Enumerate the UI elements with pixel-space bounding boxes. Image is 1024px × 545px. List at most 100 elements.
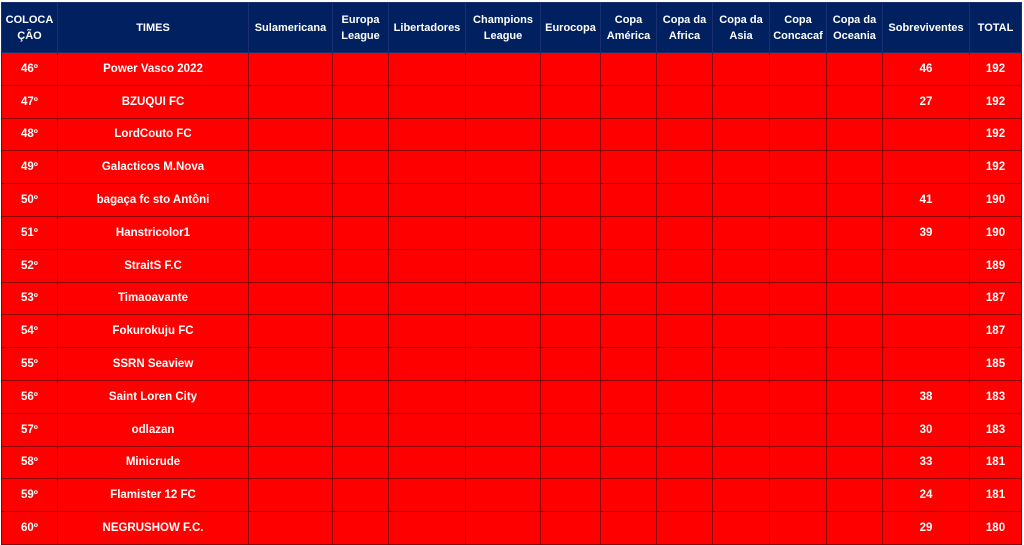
cell[interactable] (656, 117, 713, 152)
cell[interactable] (388, 52, 466, 86)
cell[interactable] (826, 183, 883, 217)
cell[interactable] (332, 183, 389, 217)
cell[interactable] (712, 511, 770, 545)
position-cell[interactable]: 54º (1, 314, 58, 349)
cell[interactable] (540, 117, 601, 152)
cell[interactable] (769, 150, 827, 185)
cell[interactable] (826, 52, 883, 86)
cell[interactable] (388, 445, 466, 480)
total-cell[interactable]: 187 (969, 314, 1022, 349)
cell[interactable] (712, 281, 770, 316)
column-header[interactable]: Copa da Africa (656, 2, 713, 53)
cell[interactable] (712, 412, 770, 447)
cell[interactable] (465, 150, 541, 185)
cell[interactable] (600, 445, 657, 480)
column-header[interactable]: Copa da Oceania (826, 2, 883, 53)
cell[interactable] (388, 347, 466, 381)
cell[interactable] (388, 150, 466, 185)
cell[interactable] (769, 183, 827, 217)
column-header[interactable]: Libertadores (388, 2, 466, 53)
cell[interactable] (656, 215, 713, 250)
cell[interactable] (712, 215, 770, 250)
cell[interactable] (540, 511, 601, 545)
team-cell[interactable]: Flamister 12 FC (57, 478, 249, 513)
cell[interactable] (332, 150, 389, 185)
team-cell[interactable]: BZUQUI FC (57, 84, 249, 119)
position-cell[interactable]: 56º (1, 379, 58, 414)
cell[interactable] (769, 412, 827, 447)
sobreviventes-cell[interactable]: 30 (882, 412, 970, 447)
cell[interactable] (769, 347, 827, 381)
sobreviventes-cell[interactable] (882, 281, 970, 316)
cell[interactable] (332, 478, 389, 513)
cell[interactable] (540, 215, 601, 250)
position-cell[interactable]: 50º (1, 183, 58, 217)
total-cell[interactable]: 187 (969, 281, 1022, 316)
position-cell[interactable]: 60º (1, 511, 58, 545)
cell[interactable] (769, 84, 827, 119)
cell[interactable] (540, 347, 601, 381)
cell[interactable] (600, 52, 657, 86)
cell[interactable] (600, 215, 657, 250)
sobreviventes-cell[interactable] (882, 314, 970, 349)
cell[interactable] (826, 117, 883, 152)
cell[interactable] (332, 52, 389, 86)
cell[interactable] (465, 248, 541, 283)
cell[interactable] (388, 379, 466, 414)
cell[interactable] (600, 183, 657, 217)
cell[interactable] (465, 347, 541, 381)
cell[interactable] (332, 84, 389, 119)
cell[interactable] (540, 281, 601, 316)
cell[interactable] (600, 347, 657, 381)
cell[interactable] (248, 445, 333, 480)
cell[interactable] (465, 84, 541, 119)
cell[interactable] (465, 117, 541, 152)
cell[interactable] (656, 478, 713, 513)
team-cell[interactable]: Timaoavante (57, 281, 249, 316)
cell[interactable] (600, 314, 657, 349)
total-cell[interactable]: 181 (969, 445, 1022, 480)
cell[interactable] (388, 478, 466, 513)
cell[interactable] (332, 215, 389, 250)
position-cell[interactable]: 47º (1, 84, 58, 119)
cell[interactable] (248, 511, 333, 545)
total-cell[interactable]: 190 (969, 215, 1022, 250)
cell[interactable] (826, 445, 883, 480)
cell[interactable] (826, 511, 883, 545)
total-cell[interactable]: 183 (969, 379, 1022, 414)
cell[interactable] (388, 215, 466, 250)
cell[interactable] (388, 183, 466, 217)
cell[interactable] (769, 52, 827, 86)
cell[interactable] (465, 379, 541, 414)
cell[interactable] (465, 183, 541, 217)
cell[interactable] (600, 478, 657, 513)
cell[interactable] (600, 281, 657, 316)
cell[interactable] (540, 248, 601, 283)
cell[interactable] (769, 379, 827, 414)
cell[interactable] (600, 150, 657, 185)
cell[interactable] (540, 52, 601, 86)
cell[interactable] (540, 379, 601, 414)
position-cell[interactable]: 53º (1, 281, 58, 316)
cell[interactable] (656, 511, 713, 545)
total-cell[interactable]: 190 (969, 183, 1022, 217)
team-cell[interactable]: SSRN Seaview (57, 347, 249, 381)
cell[interactable] (600, 84, 657, 119)
position-cell[interactable]: 49º (1, 150, 58, 185)
total-cell[interactable]: 181 (969, 478, 1022, 513)
total-cell[interactable]: 180 (969, 511, 1022, 545)
cell[interactable] (769, 478, 827, 513)
sobreviventes-cell[interactable] (882, 248, 970, 283)
position-cell[interactable]: 58º (1, 445, 58, 480)
cell[interactable] (656, 84, 713, 119)
cell[interactable] (712, 248, 770, 283)
column-header[interactable]: Europa League (332, 2, 389, 53)
sobreviventes-cell[interactable]: 39 (882, 215, 970, 250)
column-header[interactable]: Eurocopa (540, 2, 601, 53)
team-cell[interactable]: Hanstricolor1 (57, 215, 249, 250)
team-cell[interactable]: Minicrude (57, 445, 249, 480)
cell[interactable] (826, 215, 883, 250)
cell[interactable] (332, 314, 389, 349)
column-header[interactable]: TOTAL (969, 2, 1022, 53)
cell[interactable] (769, 445, 827, 480)
